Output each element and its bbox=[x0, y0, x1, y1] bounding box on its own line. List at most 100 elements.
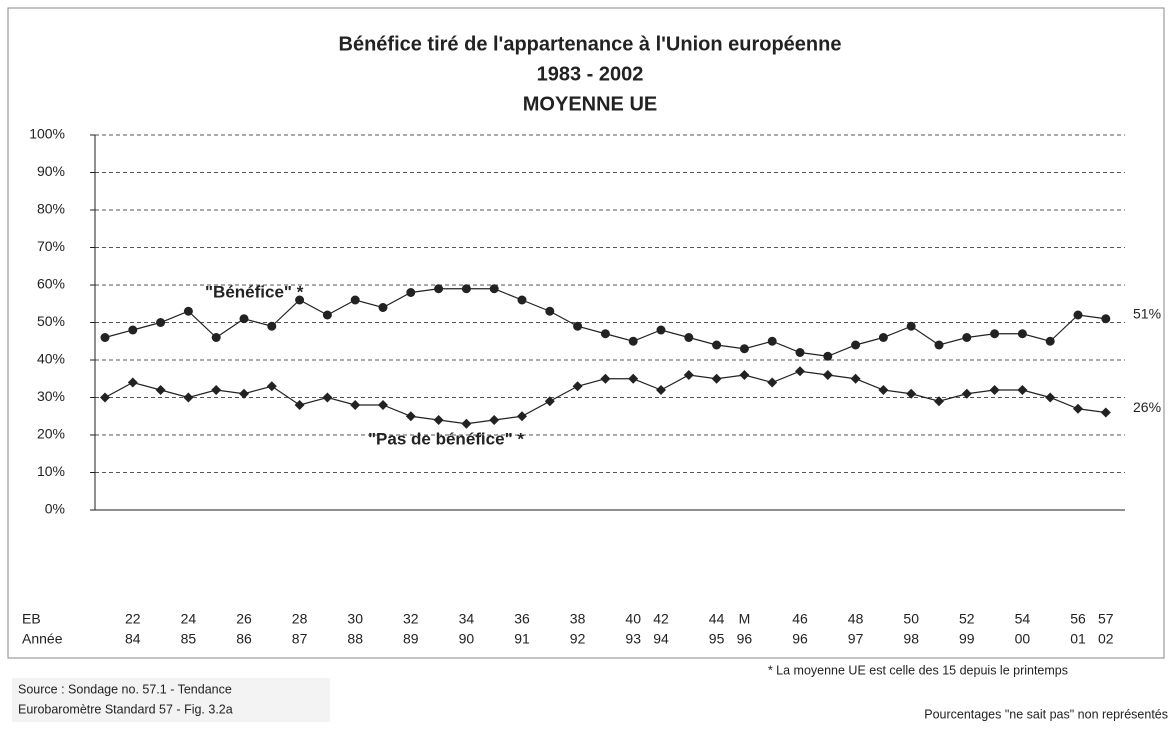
x-tick-label: 00 bbox=[1015, 631, 1031, 647]
point bbox=[1073, 310, 1083, 320]
point bbox=[934, 340, 944, 350]
point bbox=[712, 340, 722, 350]
x-tick-label: 34 bbox=[459, 611, 475, 627]
point bbox=[767, 336, 777, 346]
point bbox=[628, 373, 639, 384]
x-tick-label: 30 bbox=[347, 611, 363, 627]
x-tick-label: 87 bbox=[292, 631, 308, 647]
point bbox=[489, 284, 499, 294]
series-label: "Pas de bénéfice" * bbox=[368, 429, 524, 448]
row-label: Année bbox=[22, 631, 63, 647]
x-tick-label: 88 bbox=[347, 631, 363, 647]
point bbox=[906, 388, 917, 399]
x-tick-label: 42 bbox=[653, 611, 669, 627]
x-tick-label: 84 bbox=[125, 631, 141, 647]
point bbox=[544, 396, 555, 407]
source: Eurobaromètre Standard 57 - Fig. 3.2a bbox=[18, 702, 233, 716]
x-tick-label: 40 bbox=[625, 611, 641, 627]
point bbox=[683, 370, 694, 380]
point bbox=[656, 385, 666, 395]
point bbox=[100, 392, 110, 403]
point bbox=[433, 415, 444, 425]
point bbox=[294, 400, 305, 410]
point bbox=[1045, 392, 1056, 403]
point bbox=[295, 295, 305, 305]
end-label: 51% bbox=[1133, 305, 1161, 321]
point bbox=[405, 411, 416, 422]
point bbox=[795, 348, 805, 357]
x-tick-label: 32 bbox=[403, 611, 419, 627]
point bbox=[155, 385, 166, 395]
x-tick-label: 95 bbox=[709, 631, 725, 647]
footnote: * La moyenne UE est celle des 15 depuis … bbox=[768, 663, 1068, 677]
point bbox=[1017, 385, 1028, 395]
x-tick-label: 99 bbox=[959, 631, 975, 647]
point bbox=[600, 329, 610, 339]
point bbox=[378, 303, 388, 312]
x-tick-label: 91 bbox=[514, 631, 530, 647]
point bbox=[239, 314, 249, 324]
point bbox=[906, 321, 916, 331]
x-tick-label: 94 bbox=[653, 631, 669, 647]
y-tick-label: 10% bbox=[37, 463, 65, 479]
point bbox=[239, 388, 249, 399]
x-tick-label: 02 bbox=[1098, 631, 1114, 647]
end-label: 26% bbox=[1133, 399, 1161, 415]
point bbox=[1073, 403, 1083, 414]
point bbox=[573, 321, 583, 331]
point bbox=[1017, 329, 1027, 339]
point bbox=[934, 396, 944, 407]
point bbox=[739, 370, 750, 380]
source: Source : Sondage no. 57.1 - Tendance bbox=[18, 682, 232, 696]
x-tick-label: 98 bbox=[903, 631, 919, 647]
point bbox=[128, 325, 138, 335]
x-tick-label: 96 bbox=[792, 631, 808, 647]
y-tick-label: 90% bbox=[37, 163, 65, 179]
x-tick-label: 46 bbox=[792, 611, 808, 627]
x-tick-label: 01 bbox=[1070, 631, 1086, 647]
point bbox=[211, 333, 221, 342]
point bbox=[1101, 314, 1111, 324]
y-tick-label: 80% bbox=[37, 201, 65, 217]
point bbox=[961, 388, 972, 399]
y-tick-label: 0% bbox=[45, 501, 65, 517]
x-tick-label: 56 bbox=[1070, 611, 1086, 627]
x-tick-label: 85 bbox=[181, 631, 197, 647]
x-tick-label: 36 bbox=[514, 611, 530, 627]
point bbox=[684, 333, 694, 342]
point bbox=[767, 377, 778, 388]
y-tick-label: 100% bbox=[29, 126, 65, 142]
point bbox=[322, 392, 333, 403]
point bbox=[517, 411, 527, 422]
point bbox=[350, 295, 360, 305]
x-tick-label: 26 bbox=[236, 611, 252, 627]
note: Pourcentages "ne sait pas" non représent… bbox=[924, 707, 1168, 721]
point bbox=[127, 377, 138, 388]
point bbox=[1100, 407, 1111, 418]
x-tick-label: 96 bbox=[737, 631, 753, 647]
point bbox=[322, 310, 332, 320]
x-tick-label: 44 bbox=[709, 611, 725, 627]
point bbox=[406, 288, 416, 297]
x-tick-label: 86 bbox=[236, 631, 252, 647]
point bbox=[461, 284, 471, 294]
point bbox=[100, 333, 110, 342]
point bbox=[545, 306, 555, 316]
x-tick-label: 54 bbox=[1015, 611, 1031, 627]
y-tick-label: 70% bbox=[37, 238, 65, 254]
point bbox=[572, 381, 583, 392]
point bbox=[823, 351, 833, 361]
point bbox=[434, 284, 444, 294]
x-tick-label: 28 bbox=[292, 611, 308, 627]
x-tick-label: 93 bbox=[625, 631, 641, 647]
point bbox=[461, 418, 472, 429]
point bbox=[489, 415, 500, 425]
chart-title: 1983 - 2002 bbox=[537, 63, 644, 85]
point bbox=[156, 318, 166, 327]
y-tick-label: 60% bbox=[37, 276, 65, 292]
x-tick-label: 57 bbox=[1098, 611, 1114, 627]
point bbox=[600, 373, 611, 384]
point bbox=[739, 344, 749, 354]
point bbox=[183, 392, 194, 403]
